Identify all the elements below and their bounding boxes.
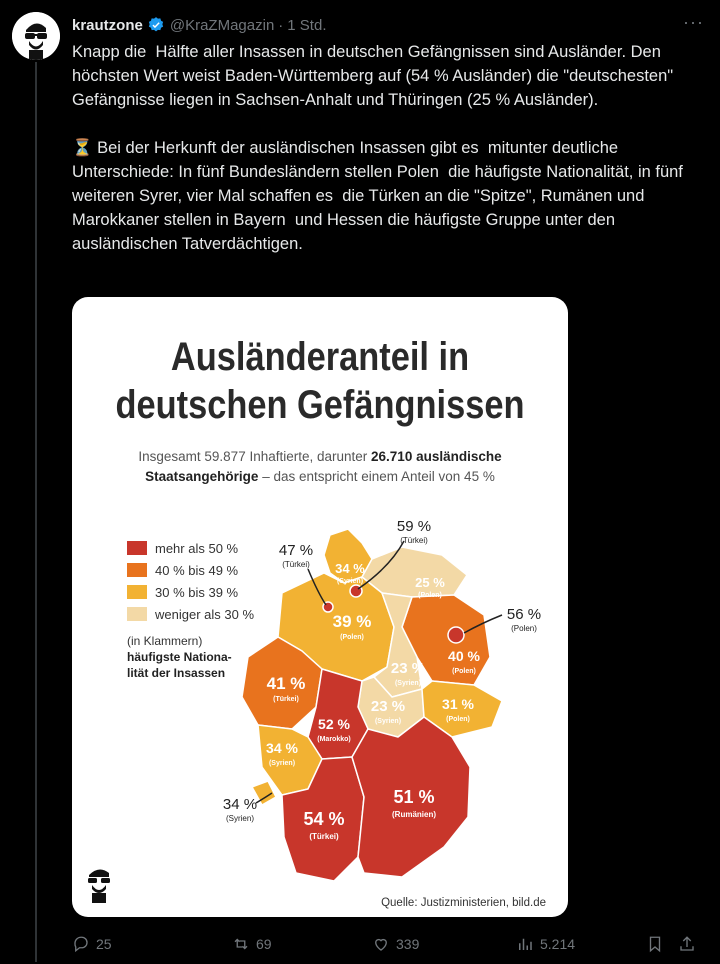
- region-label-pct: 34 %: [335, 561, 365, 576]
- callout-line: [307, 568, 327, 606]
- legend-note-b: häufigste Nationa-lität der Insassen: [127, 650, 232, 680]
- timestamp[interactable]: 1 Std.: [287, 16, 327, 34]
- region-label-nat: (Türkei): [273, 696, 299, 703]
- more-options-icon[interactable]: ···: [683, 12, 704, 32]
- region-label-pct: 39 %: [333, 612, 372, 631]
- region-label-nat: (Polen): [446, 716, 470, 723]
- legend-label: 40 % bis 49 %: [155, 562, 239, 578]
- region-label-nat: (Syrien): [395, 680, 421, 687]
- legend-note: (in Klammern) häufigste Nationa-lität de…: [127, 633, 247, 681]
- region-label-nat: (Syrien): [269, 760, 295, 767]
- region-label-pct: 54 %: [303, 809, 344, 829]
- region-label-nat: (Türkei): [309, 832, 339, 841]
- legend-label: mehr als 50 %: [155, 540, 239, 556]
- view-count: 5.214: [540, 936, 576, 952]
- legend-swatch: [127, 607, 147, 621]
- legend-label: 30 % bis 39 %: [155, 584, 239, 600]
- region-label-nat: (Syrien): [375, 718, 401, 725]
- tweet-text: Knapp die Hälfte aller Insassen in deuts…: [72, 40, 702, 256]
- reply-icon: [74, 936, 88, 953]
- repost-button[interactable]: 69: [232, 935, 372, 953]
- callout-line: [255, 792, 273, 804]
- share-button[interactable]: [678, 935, 702, 953]
- region-label-nat: (Marokko): [317, 736, 350, 743]
- region-bw: [281, 756, 365, 882]
- region-saarland: [251, 780, 277, 806]
- repost-count: 69: [256, 936, 272, 952]
- title-line-1: Ausländeranteil in: [170, 335, 470, 379]
- avatar[interactable]: [12, 12, 60, 60]
- share-icon: [680, 936, 694, 951]
- tweet-header: krautzone @KraZMagazin · 1 Std. ···: [72, 12, 704, 36]
- callout-47-nat: (Türkei): [282, 560, 310, 569]
- region-label-pct: 51 %: [393, 787, 434, 807]
- handle[interactable]: @KraZMagazin: [169, 16, 275, 34]
- region-label-nat: (Polen): [418, 592, 442, 599]
- legend-swatch: [127, 563, 147, 577]
- region-label-nat: (Rumänien): [392, 810, 436, 819]
- germany-map: 59 % (Türkei) 47 % (Türkei) 56 % (Polen)…: [223, 518, 541, 882]
- infographic-card[interactable]: Ausländeranteil in deutschen Gefängnisse…: [72, 297, 568, 917]
- region-label-pct: 52 %: [318, 716, 350, 732]
- action-bar: 25 69 339 5.214: [72, 932, 704, 956]
- like-count: 339: [396, 936, 420, 952]
- reply-button[interactable]: 25: [72, 935, 232, 953]
- region-label-pct: 25 %: [415, 575, 445, 590]
- legend-note-a: (in Klammern): [127, 634, 203, 648]
- region-berlin: [447, 626, 465, 644]
- region-label-pct: 23 %: [391, 660, 425, 677]
- callout-34-pct: 34 %: [223, 796, 257, 813]
- legend-item: 40 % bis 49 %: [127, 559, 254, 581]
- legend-swatch: [127, 541, 147, 555]
- subtitle-part-b: 26.710 ausländische Staatsangehörige: [145, 449, 502, 484]
- source-note: Quelle: Justizministerien, bild.de: [381, 897, 546, 909]
- subtitle-part-a: Insgesamt 59.877 Inhaftierte, darunter: [138, 449, 372, 464]
- callout-59-nat: (Türkei): [400, 536, 428, 545]
- region-label-pct: 23 %: [371, 698, 405, 715]
- region-label-pct: 40 %: [448, 648, 480, 664]
- region-label-pct: 31 %: [442, 696, 474, 712]
- repost-icon: [234, 938, 248, 950]
- tweet-paragraph-1: Knapp die Hälfte aller Insassen in deuts…: [72, 43, 678, 109]
- krautzone-logo-icon: [88, 869, 110, 903]
- region-label-pct: 41 %: [267, 674, 306, 693]
- region-label-nat: (Polen): [340, 634, 364, 641]
- like-button[interactable]: 339: [372, 935, 516, 953]
- subtitle-part-c: – das entspricht einem Anteil von 45 %: [258, 469, 495, 484]
- heart-icon: [375, 938, 387, 951]
- separator: ·: [278, 16, 284, 34]
- callout-47-pct: 47 %: [279, 542, 313, 559]
- callout-34-nat: (Syrien): [226, 814, 254, 823]
- callout-59-pct: 59 %: [397, 518, 431, 535]
- callout-line: [463, 614, 503, 634]
- callout-56-pct: 56 %: [507, 606, 541, 623]
- views-button[interactable]: 5.214: [516, 935, 646, 953]
- infographic-title: Ausländeranteil in deutschen Gefängnisse…: [107, 333, 534, 429]
- bookmark-button[interactable]: [646, 935, 678, 953]
- views-icon: [519, 938, 532, 950]
- legend: mehr als 50 % 40 % bis 49 % 30 % bis 39 …: [127, 537, 254, 625]
- callout-56-nat: (Polen): [511, 624, 537, 633]
- infographic-subtitle: Insgesamt 59.877 Inhaftierte, darunter 2…: [112, 447, 528, 487]
- legend-item: mehr als 50 %: [127, 537, 254, 559]
- thread-line: [35, 62, 37, 962]
- legend-label: weniger als 30 %: [155, 606, 254, 622]
- legend-item: weniger als 30 %: [127, 603, 254, 625]
- region-label-nat: (Polen): [452, 668, 476, 675]
- bookmark-icon: [649, 936, 661, 953]
- region-label-pct: 34 %: [266, 740, 298, 756]
- legend-swatch: [127, 585, 147, 599]
- tweet-paragraph-2: ⏳ Bei der Herkunft der ausländischen Ins…: [72, 139, 688, 253]
- region-bayern: [351, 716, 471, 878]
- callout-line: [357, 540, 405, 590]
- region-label-nat: (Syrien): [337, 578, 363, 585]
- verified-badge-icon: [147, 16, 165, 34]
- title-line-2: deutschen Gefängnissen: [115, 383, 525, 427]
- reply-count: 25: [96, 936, 112, 952]
- legend-item: 30 % bis 39 %: [127, 581, 254, 603]
- display-name[interactable]: krautzone: [72, 16, 143, 34]
